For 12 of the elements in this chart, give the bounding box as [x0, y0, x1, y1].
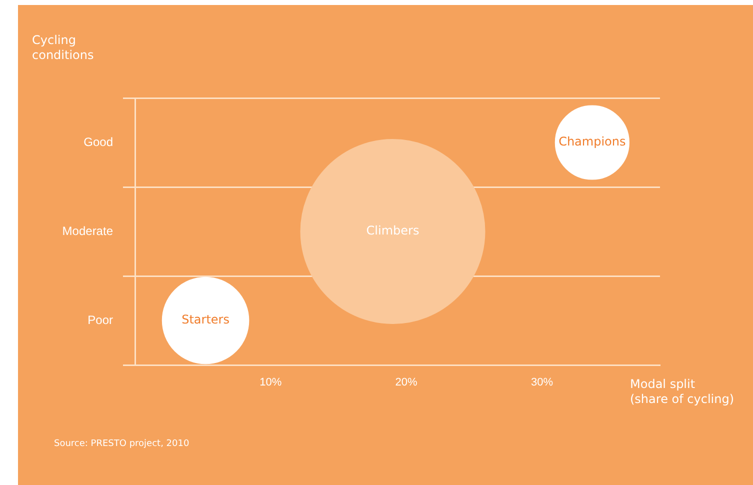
- y-tick-label: Good: [84, 134, 113, 149]
- series-label: Climbers: [366, 224, 420, 238]
- y-axis-title: Cycling conditions: [32, 33, 94, 63]
- source-note: Source: PRESTO project, 2010: [54, 438, 190, 451]
- series-label: Starters: [182, 312, 230, 327]
- x-tick-label: 20%: [395, 376, 418, 389]
- series-label: Champions: [558, 134, 626, 149]
- x-axis-title: Modal split (share of cycling): [630, 377, 734, 407]
- x-tick-label: 10%: [260, 376, 282, 389]
- x-tick-label: 30%: [530, 376, 554, 389]
- y-tick-label: Moderate: [62, 224, 114, 238]
- y-tick-label: Poor: [88, 312, 113, 327]
